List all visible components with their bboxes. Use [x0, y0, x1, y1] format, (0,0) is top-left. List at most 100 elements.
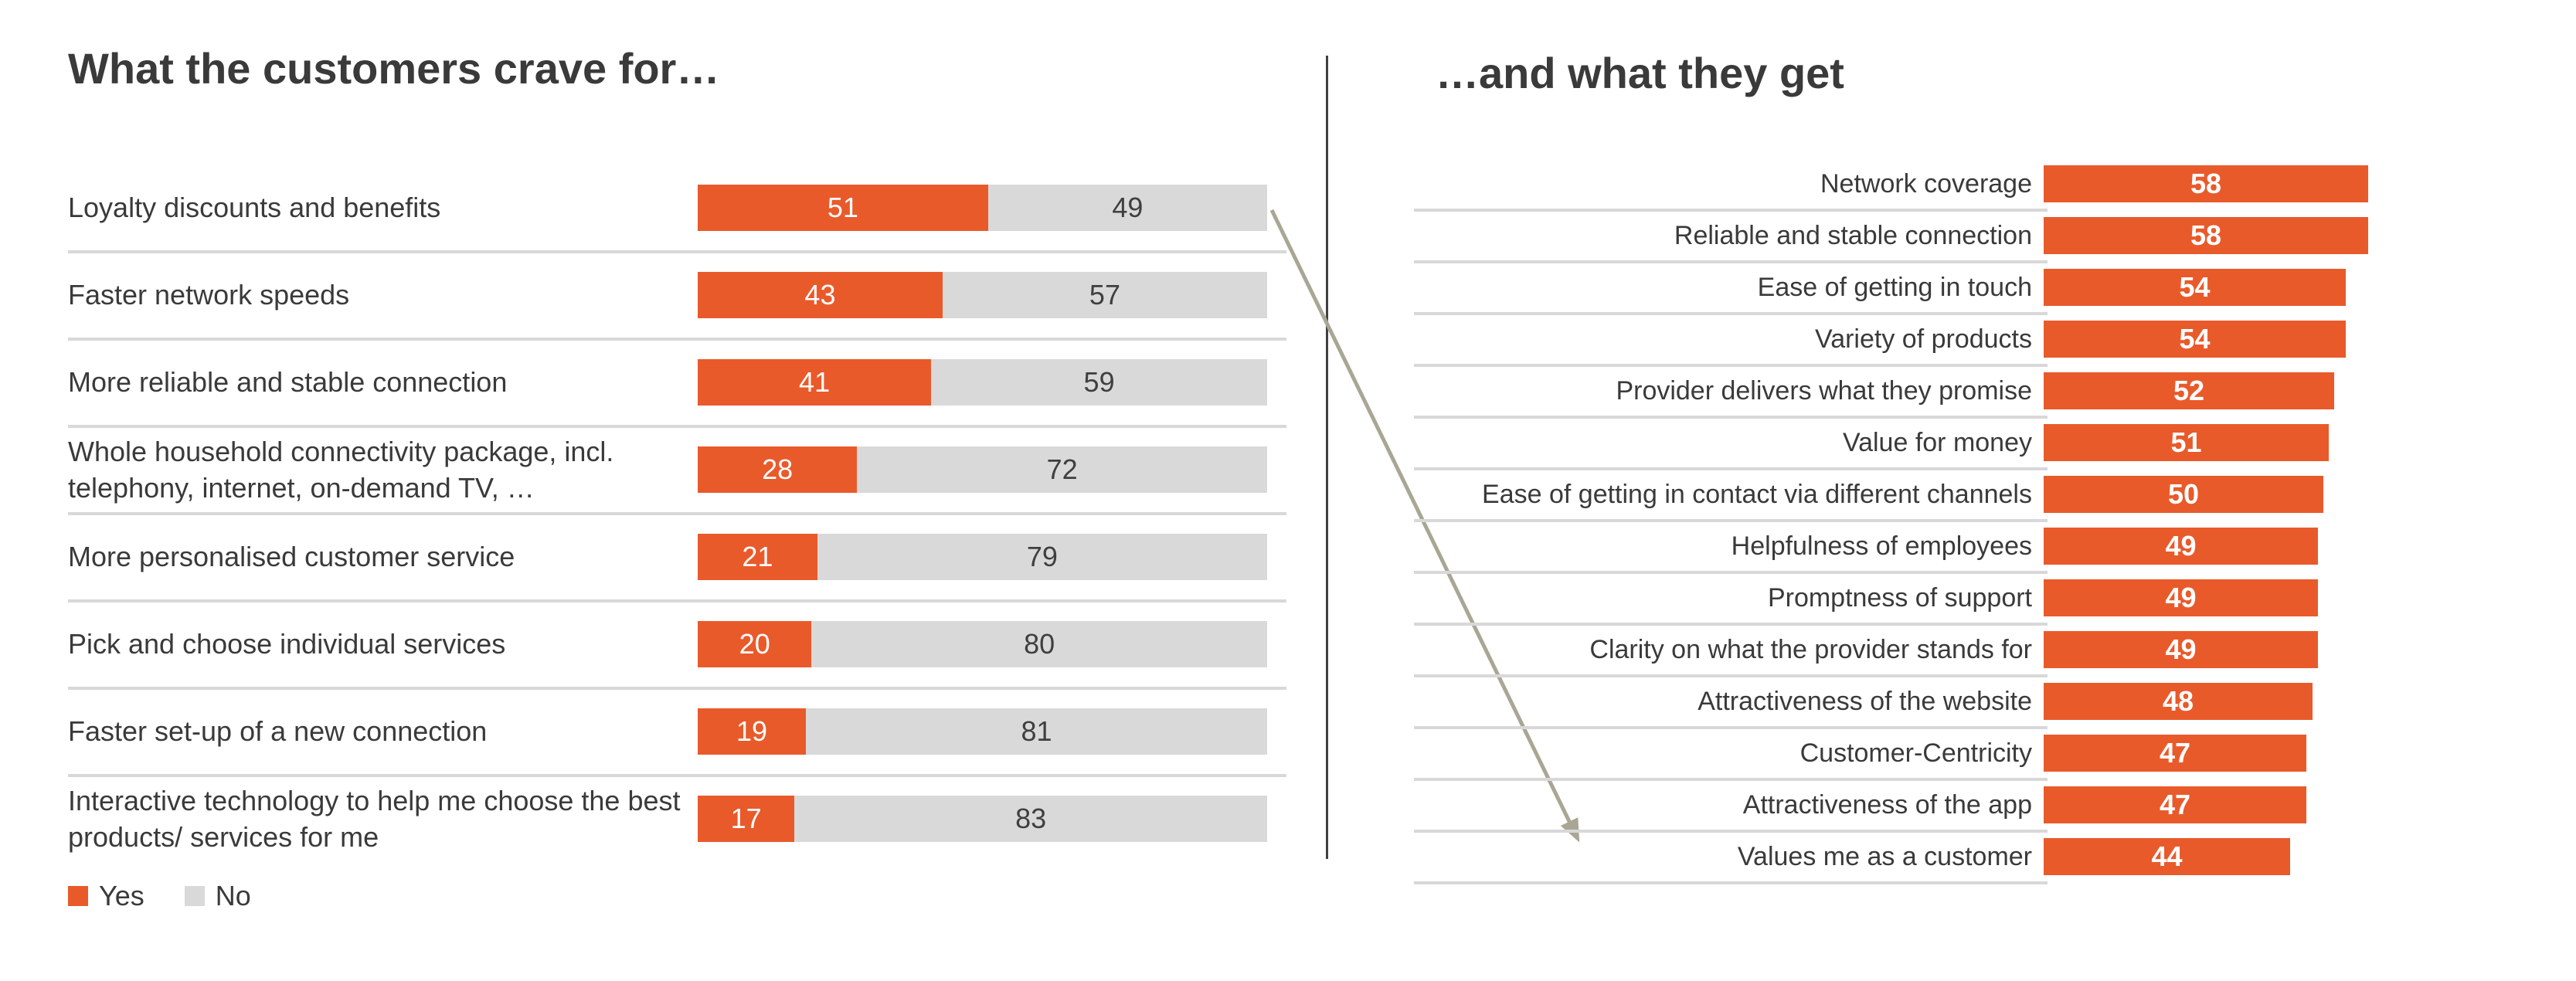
- legend: Yes No: [68, 879, 251, 913]
- legend-item-no: No: [184, 880, 251, 912]
- row-separator: [1414, 416, 2048, 419]
- no-value-label: 79: [1026, 541, 1058, 572]
- yes-bar-segment: 20: [698, 621, 812, 667]
- crave-stacked-bar: 28 72: [698, 446, 1267, 493]
- row-separator: [1414, 260, 2048, 263]
- delivery-value-label: 58: [2190, 168, 2222, 199]
- delivery-row: Attractiveness of the website 48: [1414, 676, 2372, 728]
- crave-row-label: Loyalty discounts and benefits: [68, 192, 441, 224]
- delivery-value-bar: 51: [2044, 424, 2329, 461]
- delivery-row: Attractiveness of the app 47: [1414, 779, 2372, 831]
- crave-row-label: Faster network speeds: [68, 279, 350, 311]
- row-separator: [1414, 623, 2048, 626]
- crave-row-label: Whole household connectivity package, in…: [68, 435, 614, 504]
- delivery-value-label: 52: [2173, 375, 2205, 406]
- row-separator: [1414, 726, 2048, 729]
- no-bar-segment: 83: [794, 796, 1267, 842]
- crave-row: More reliable and stable connection 41 5…: [68, 339, 1286, 426]
- row-separator: [68, 774, 1286, 777]
- delivery-value-label: 54: [2179, 323, 2211, 355]
- delivery-row: Values me as a customer 44: [1414, 831, 2372, 883]
- delivery-row-label: Helpfulness of employees: [1731, 531, 2032, 561]
- no-bar-segment: 81: [806, 708, 1267, 755]
- delivery-row-label: Network coverage: [1820, 169, 2032, 199]
- delivery-value-label: 50: [2167, 478, 2200, 510]
- delivery-value-bar: 50: [2044, 476, 2323, 513]
- delivery-row-label: Ease of getting in touch: [1757, 273, 2032, 302]
- crave-row: Interactive technology to help me choose…: [68, 776, 1286, 863]
- delivery-value-label: 49: [2165, 530, 2197, 562]
- row-separator: [1414, 674, 2048, 677]
- delivery-row: Provider delivers what they promise 52: [1414, 365, 2372, 417]
- yes-value-label: 41: [799, 366, 831, 398]
- delivery-value-bar: 54: [2044, 269, 2346, 306]
- section-divider-line: [1326, 56, 1328, 859]
- delivery-row: Ease of getting in touch 54: [1414, 262, 2372, 314]
- crave-row: Faster network speeds 43 57: [68, 252, 1286, 339]
- crave-stacked-bar: 20 80: [698, 621, 1267, 667]
- yes-bar-segment: 51: [698, 185, 988, 231]
- row-separator: [1414, 519, 2048, 522]
- delivery-value-bar: 52: [2044, 372, 2334, 409]
- row-separator: [1414, 571, 2048, 574]
- no-value-label: 81: [1021, 715, 1052, 747]
- yes-value-label: 20: [739, 628, 770, 660]
- yes-value-label: 28: [762, 453, 794, 485]
- legend-swatch-no-icon: [184, 886, 205, 906]
- delivery-value-bar: 47: [2044, 735, 2306, 772]
- crave-row: Whole household connectivity package, in…: [68, 426, 1286, 514]
- row-separator: [1414, 364, 2048, 367]
- no-value-label: 80: [1024, 628, 1055, 660]
- delivery-value-bar: 58: [2044, 165, 2368, 202]
- delivery-row-label: Value for money: [1842, 428, 2032, 457]
- no-value-label: 83: [1015, 803, 1047, 834]
- yes-bar-segment: 41: [698, 359, 932, 406]
- legend-label-no: No: [215, 880, 251, 911]
- no-value-label: 57: [1089, 279, 1120, 311]
- delivery-row: Value for money 51: [1414, 417, 2372, 469]
- legend-label-yes: Yes: [99, 880, 144, 911]
- no-bar-segment: 59: [931, 359, 1267, 406]
- delivery-row-label: Promptness of support: [1767, 583, 2032, 613]
- no-bar-segment: 79: [817, 534, 1267, 580]
- delivery-row-label: Customer-Centricity: [1799, 738, 2032, 768]
- delivery-row: Customer-Centricity 47: [1414, 728, 2372, 779]
- delivery-row-label: Attractiveness of the website: [1698, 687, 2032, 716]
- yes-bar-segment: 19: [698, 708, 807, 755]
- delivery-value-bar: 49: [2044, 579, 2318, 616]
- delivery-row: Reliable and stable connection 58: [1414, 210, 2372, 262]
- row-separator: [1414, 312, 2048, 315]
- row-separator: [1414, 209, 2048, 212]
- crave-stacked-bar: 43 57: [698, 272, 1267, 318]
- delivery-value-bar: 49: [2044, 631, 2318, 668]
- delivery-value-label: 44: [2151, 840, 2183, 872]
- crave-row-label: Pick and choose individual services: [68, 628, 506, 660]
- legend-item-yes: Yes: [68, 880, 144, 912]
- crave-stacked-bar: 51 49: [698, 185, 1267, 231]
- delivery-row: Network coverage 58: [1414, 158, 2372, 210]
- left-chart-title: What the customers crave for…: [68, 44, 720, 93]
- delivery-value-label: 47: [2159, 789, 2191, 820]
- delivery-row-label: Variety of products: [1815, 324, 2032, 354]
- crave-row-label: Faster set-up of a new connection: [68, 715, 488, 748]
- crave-stacked-bar: 17 83: [698, 796, 1267, 842]
- row-separator: [1414, 778, 2048, 781]
- row-separator: [68, 338, 1286, 341]
- delivery-value-bar: 44: [2044, 838, 2290, 875]
- row-separator: [68, 599, 1286, 603]
- crave-row-label: More personalised customer service: [68, 541, 515, 573]
- yes-bar-segment: 43: [698, 272, 943, 318]
- delivery-value-bar: 48: [2044, 683, 2313, 720]
- no-bar-segment: 80: [811, 621, 1267, 667]
- no-value-label: 59: [1083, 366, 1115, 398]
- yes-value-label: 21: [742, 541, 773, 572]
- delivery-row: Promptness of support 49: [1414, 572, 2372, 624]
- crave-stacked-bar: 21 79: [698, 534, 1267, 580]
- delivery-row: Clarity on what the provider stands for …: [1414, 624, 2372, 676]
- delivery-value-label: 48: [2162, 685, 2194, 717]
- legend-swatch-yes-icon: [68, 886, 88, 906]
- delivery-value-bar: 49: [2044, 528, 2318, 565]
- delivery-value-label: 51: [2170, 426, 2202, 458]
- crave-row: Faster set-up of a new connection 19 81: [68, 688, 1286, 776]
